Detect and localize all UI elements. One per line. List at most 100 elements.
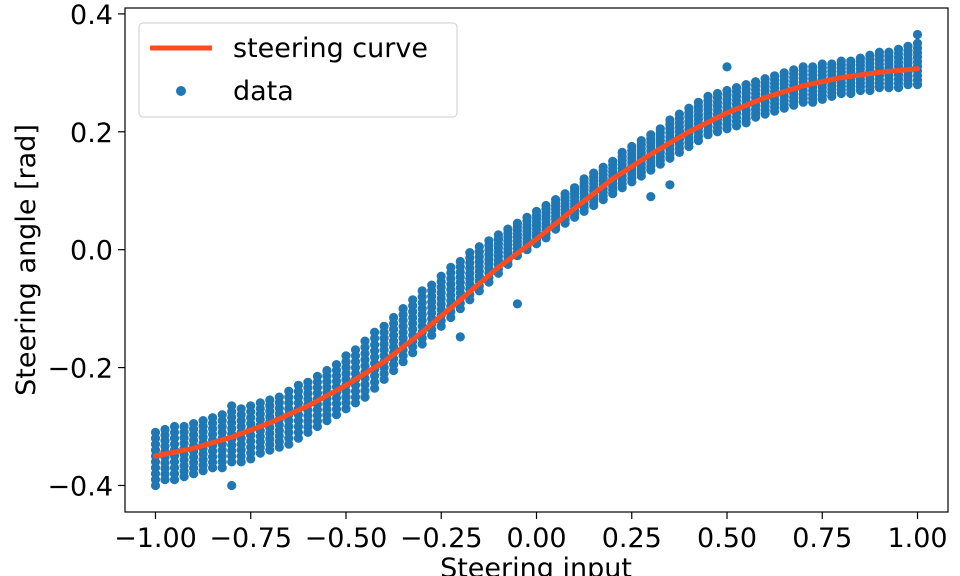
data-point bbox=[579, 174, 589, 184]
data-point bbox=[541, 200, 551, 211]
data-point bbox=[331, 360, 342, 370]
data-point bbox=[760, 74, 770, 84]
data-point bbox=[684, 103, 694, 113]
x-tick-label: −1.00 bbox=[114, 523, 197, 554]
x-tick-label: 0.00 bbox=[506, 523, 566, 554]
data-point bbox=[646, 192, 656, 202]
data-point bbox=[455, 332, 465, 342]
x-tick-label: −0.75 bbox=[209, 523, 292, 554]
data-point bbox=[731, 83, 742, 93]
x-tick-label: 0.75 bbox=[792, 523, 852, 554]
x-tick-label: −0.25 bbox=[400, 523, 483, 554]
data-point bbox=[884, 47, 894, 57]
legend-steering-curve-label: steering curve bbox=[233, 33, 428, 64]
data-point bbox=[198, 416, 208, 426]
data-point bbox=[903, 41, 913, 51]
data-point bbox=[808, 62, 818, 72]
y-tick-label: 0.0 bbox=[70, 236, 113, 267]
y-tick-label: 0.2 bbox=[70, 118, 113, 149]
data-point bbox=[455, 256, 465, 267]
data-point bbox=[322, 365, 332, 376]
data-point bbox=[246, 401, 256, 411]
data-point bbox=[208, 413, 218, 423]
data-point bbox=[912, 29, 923, 40]
plot-area bbox=[150, 29, 923, 491]
data-point bbox=[484, 236, 494, 246]
data-point bbox=[417, 286, 427, 296]
data-point bbox=[865, 50, 875, 60]
y-axis: −0.4 −0.2 0.0 0.2 0.4 bbox=[47, 0, 125, 502]
data-point bbox=[227, 480, 237, 491]
steering-curve-line bbox=[153, 66, 920, 459]
data-point bbox=[389, 312, 399, 323]
data-point bbox=[370, 340, 380, 350]
data-point bbox=[665, 115, 675, 125]
data-point bbox=[360, 392, 370, 402]
data-point bbox=[227, 401, 237, 411]
data-point bbox=[551, 195, 561, 205]
data-point bbox=[836, 56, 846, 66]
data-point bbox=[169, 421, 180, 432]
data-point bbox=[770, 71, 780, 81]
data-point bbox=[350, 345, 361, 355]
data-point bbox=[636, 136, 646, 146]
data-point bbox=[751, 77, 761, 87]
x-tick-label: 0.25 bbox=[602, 523, 662, 554]
data-point bbox=[712, 88, 723, 99]
data-point bbox=[436, 271, 446, 281]
data-point bbox=[446, 262, 456, 272]
x-axis: −1.00 −0.75 −0.50 −0.25 0.00 0.25 0.50 0.75 1.00 bbox=[114, 512, 948, 554]
data-point bbox=[179, 421, 189, 432]
data-point bbox=[817, 59, 827, 69]
data-point bbox=[360, 336, 370, 346]
data-point bbox=[503, 224, 513, 234]
data-point bbox=[789, 65, 799, 75]
data-point bbox=[570, 183, 580, 193]
data-point bbox=[531, 206, 542, 216]
data-point bbox=[665, 180, 675, 190]
data-point bbox=[893, 44, 904, 54]
data-point bbox=[646, 130, 656, 140]
data-point bbox=[522, 212, 532, 222]
data-point bbox=[474, 242, 484, 252]
data-point bbox=[512, 218, 523, 228]
data-point bbox=[627, 141, 637, 152]
data-point bbox=[284, 386, 294, 396]
x-axis-label: Steering input bbox=[440, 553, 632, 576]
data-point bbox=[608, 156, 618, 166]
data-point bbox=[874, 47, 885, 57]
data-point bbox=[370, 327, 380, 337]
data-point bbox=[779, 68, 789, 78]
data-point bbox=[427, 280, 437, 290]
x-tick-label: 1.00 bbox=[887, 523, 947, 554]
data-point bbox=[150, 427, 161, 437]
y-tick-label: 0.4 bbox=[70, 0, 113, 31]
data-point bbox=[722, 62, 732, 72]
data-point bbox=[846, 56, 856, 66]
legend-data-label: data bbox=[233, 76, 294, 107]
legend-box bbox=[138, 22, 458, 118]
data-point bbox=[741, 80, 751, 90]
y-tick-label: −0.4 bbox=[47, 471, 113, 502]
data-point bbox=[512, 299, 523, 309]
data-point bbox=[855, 53, 866, 63]
data-point bbox=[912, 38, 923, 49]
data-point bbox=[370, 371, 380, 381]
data-point bbox=[312, 371, 322, 381]
data-point bbox=[274, 392, 284, 402]
legend: steering curve data bbox=[138, 22, 458, 118]
data-point bbox=[493, 234, 503, 244]
data-point bbox=[598, 162, 608, 172]
data-point bbox=[303, 377, 313, 387]
data-point bbox=[255, 398, 265, 408]
data-point bbox=[293, 380, 303, 390]
data-point bbox=[379, 321, 389, 331]
data-point bbox=[798, 62, 808, 72]
data-point bbox=[465, 248, 475, 258]
data-point bbox=[265, 395, 275, 405]
legend-data-swatch bbox=[176, 86, 186, 96]
data-point bbox=[589, 168, 599, 178]
data-point bbox=[560, 189, 570, 199]
data-point bbox=[408, 295, 418, 305]
